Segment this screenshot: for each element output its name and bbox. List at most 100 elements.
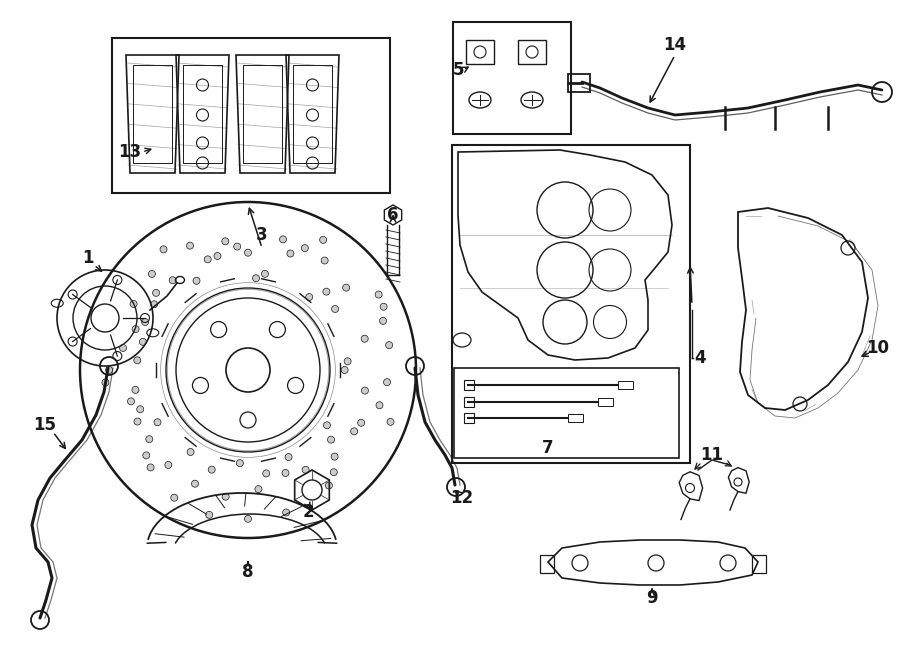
Bar <box>466 40 494 64</box>
Text: 7: 7 <box>542 439 554 457</box>
Circle shape <box>120 344 127 352</box>
FancyBboxPatch shape <box>112 38 390 193</box>
Text: 5: 5 <box>452 61 464 79</box>
FancyBboxPatch shape <box>453 22 571 134</box>
Text: 9: 9 <box>646 589 658 607</box>
Bar <box>752 555 766 573</box>
Circle shape <box>331 305 338 312</box>
Circle shape <box>283 509 290 516</box>
Circle shape <box>320 236 327 244</box>
Bar <box>243 65 282 163</box>
Circle shape <box>221 238 229 245</box>
Text: 8: 8 <box>242 563 254 581</box>
FancyBboxPatch shape <box>454 368 679 458</box>
Circle shape <box>323 422 330 429</box>
Circle shape <box>375 291 382 298</box>
Circle shape <box>280 236 286 243</box>
Bar <box>464 380 474 390</box>
Circle shape <box>331 453 338 460</box>
Circle shape <box>160 246 167 253</box>
Circle shape <box>132 326 140 332</box>
Circle shape <box>214 252 221 260</box>
Circle shape <box>146 436 153 443</box>
Circle shape <box>165 461 172 469</box>
Circle shape <box>262 270 268 277</box>
Bar <box>464 413 474 423</box>
Circle shape <box>150 301 158 308</box>
Text: 4: 4 <box>694 349 706 367</box>
Circle shape <box>130 301 137 307</box>
Circle shape <box>387 418 394 426</box>
Circle shape <box>302 245 309 252</box>
Circle shape <box>234 243 240 250</box>
Circle shape <box>134 357 140 364</box>
Circle shape <box>206 511 212 518</box>
Circle shape <box>154 419 161 426</box>
Circle shape <box>187 449 194 455</box>
Bar <box>568 74 590 92</box>
Bar <box>618 381 633 389</box>
Circle shape <box>128 398 134 405</box>
Circle shape <box>102 379 109 386</box>
Circle shape <box>351 428 357 435</box>
Circle shape <box>330 469 338 476</box>
Circle shape <box>204 256 212 263</box>
Circle shape <box>361 335 368 342</box>
Circle shape <box>140 338 147 346</box>
Circle shape <box>141 318 149 326</box>
Text: 1: 1 <box>82 249 94 267</box>
Circle shape <box>386 342 392 349</box>
Circle shape <box>380 317 387 324</box>
Bar <box>464 397 474 407</box>
FancyBboxPatch shape <box>452 145 690 463</box>
Circle shape <box>321 257 328 264</box>
Bar <box>540 555 554 573</box>
Circle shape <box>343 284 350 291</box>
Circle shape <box>193 277 200 284</box>
Text: 15: 15 <box>33 416 57 434</box>
Circle shape <box>282 469 289 477</box>
Circle shape <box>341 367 348 373</box>
Circle shape <box>132 387 139 393</box>
Circle shape <box>376 402 383 408</box>
Circle shape <box>105 367 112 373</box>
Text: 10: 10 <box>867 339 889 357</box>
Circle shape <box>287 250 294 257</box>
Circle shape <box>222 493 230 500</box>
Circle shape <box>344 357 351 365</box>
Circle shape <box>323 288 330 295</box>
Circle shape <box>383 379 391 386</box>
Bar <box>568 414 583 422</box>
Text: 12: 12 <box>450 489 473 507</box>
Circle shape <box>169 277 176 284</box>
Circle shape <box>137 406 144 412</box>
Circle shape <box>147 464 154 471</box>
Circle shape <box>302 466 309 473</box>
Circle shape <box>328 436 335 443</box>
Circle shape <box>253 275 259 282</box>
Circle shape <box>143 452 149 459</box>
Text: 13: 13 <box>119 143 141 161</box>
Circle shape <box>306 293 312 301</box>
Circle shape <box>357 419 364 426</box>
Bar <box>598 398 613 406</box>
Bar <box>518 40 546 64</box>
Circle shape <box>153 289 159 297</box>
Bar <box>133 65 172 163</box>
Circle shape <box>192 480 199 487</box>
Text: 3: 3 <box>256 226 268 244</box>
Circle shape <box>263 470 270 477</box>
Circle shape <box>380 303 387 310</box>
Bar <box>293 65 332 163</box>
Circle shape <box>245 515 251 522</box>
Text: 11: 11 <box>700 446 724 464</box>
Circle shape <box>134 418 141 425</box>
Circle shape <box>208 466 215 473</box>
Circle shape <box>186 242 194 249</box>
Circle shape <box>285 453 292 461</box>
Bar <box>183 65 222 163</box>
Text: 14: 14 <box>663 36 687 54</box>
Circle shape <box>237 459 243 467</box>
Circle shape <box>326 482 332 489</box>
Circle shape <box>171 495 178 501</box>
